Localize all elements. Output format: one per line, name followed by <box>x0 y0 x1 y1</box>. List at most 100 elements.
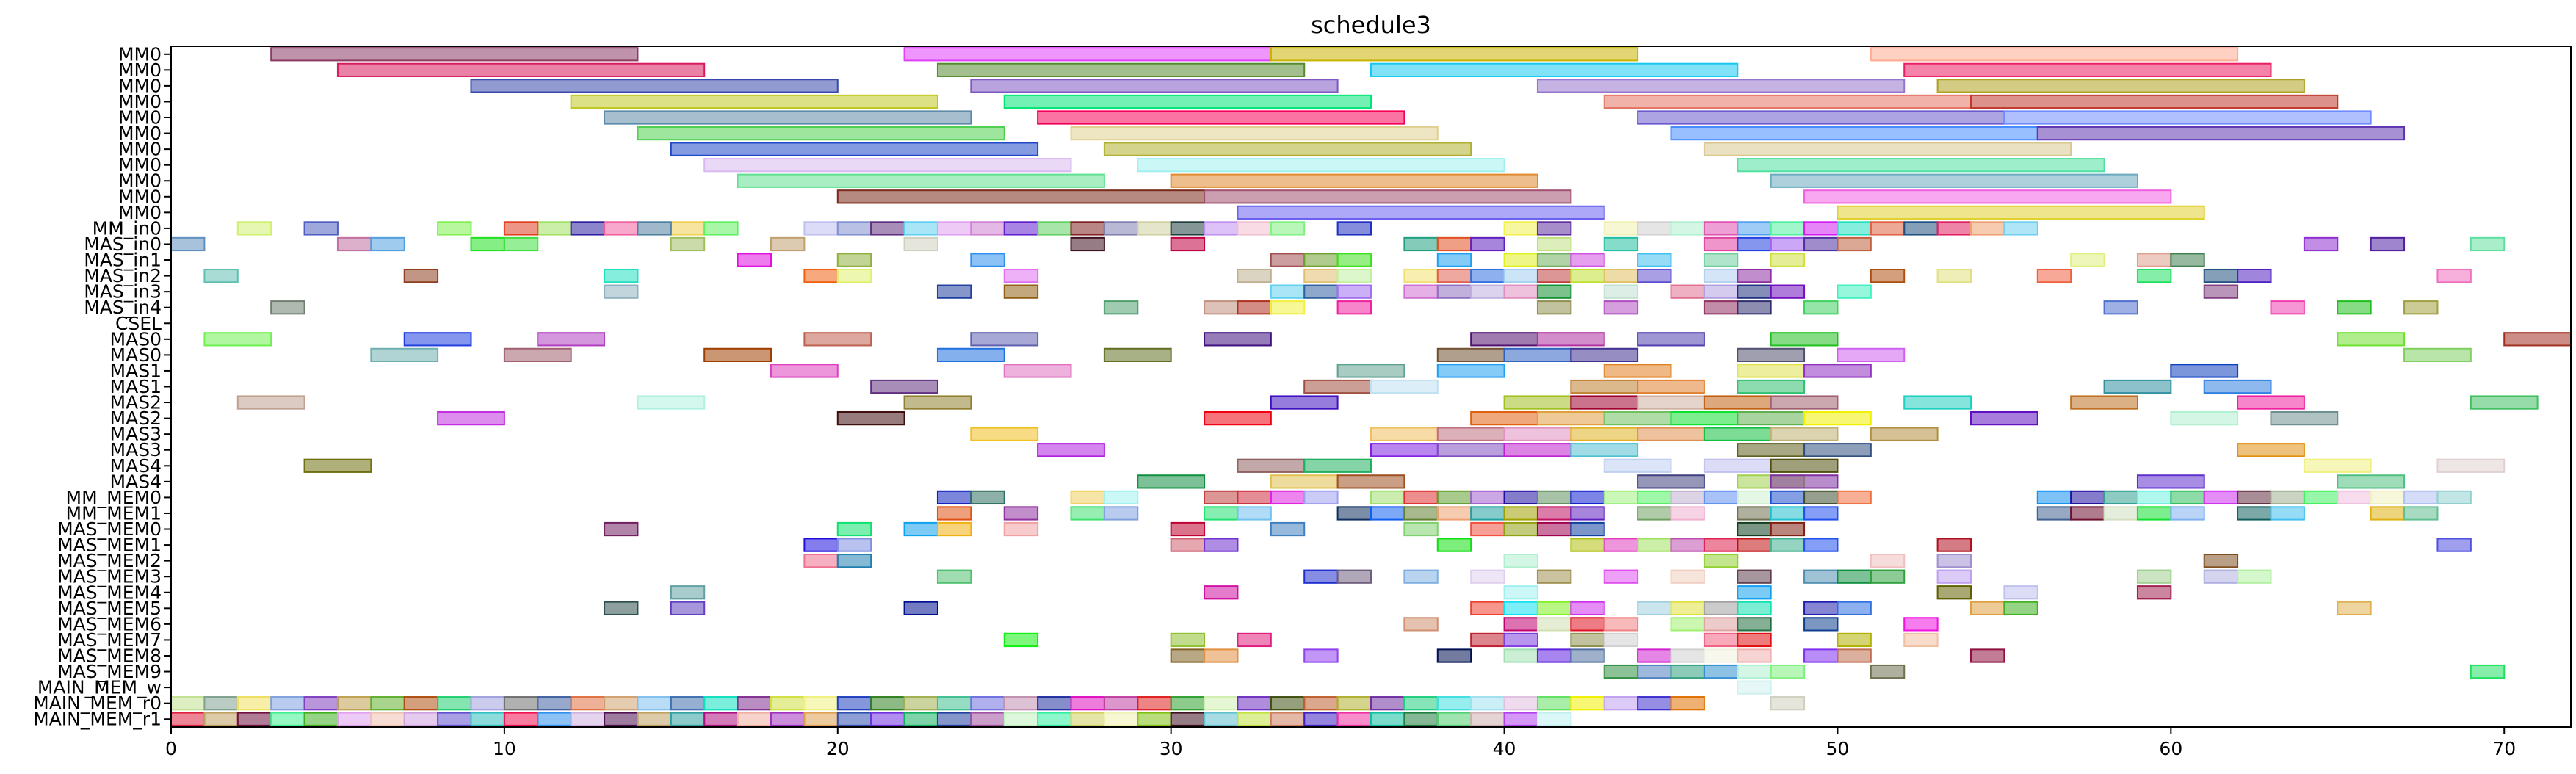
task-bar <box>1536 569 1572 584</box>
task-bar <box>503 347 572 363</box>
bars-layer <box>170 47 2572 726</box>
task-bar <box>970 427 1039 441</box>
task-bar <box>1303 458 1372 473</box>
task-bar <box>1270 712 1306 726</box>
task-bar <box>803 712 839 726</box>
task-bar <box>2136 490 2172 505</box>
task-bar <box>1536 696 1572 711</box>
task-bar <box>2337 332 2406 347</box>
y-tick-label: MAS_MEM6 <box>57 613 162 634</box>
task-bar <box>437 221 472 236</box>
task-bar <box>1837 648 1872 663</box>
task-bar <box>2436 538 2472 552</box>
task-bar <box>1470 268 1505 283</box>
x-axis-ticks: 0 10 20 30 40 50 60 70 <box>165 727 2516 759</box>
task-bar <box>1837 205 2205 220</box>
y-tick-label: MAIN_MEM_r1 <box>33 709 162 730</box>
task-bar <box>1270 490 1306 505</box>
task-bar <box>370 347 439 363</box>
task-bar <box>1737 158 2105 173</box>
task-bar <box>1903 632 1939 648</box>
task-bar <box>1603 458 1672 473</box>
task-bar <box>1670 617 1705 632</box>
task-bar <box>2103 300 2138 315</box>
task-bar <box>970 332 1039 347</box>
task-bar <box>1303 569 1339 584</box>
task-bar <box>1603 617 1639 632</box>
task-bar <box>1770 284 1806 299</box>
task-bar <box>1536 410 1605 426</box>
task-bar <box>770 712 806 726</box>
task-bar <box>803 268 839 283</box>
task-bar <box>503 221 539 236</box>
task-bar <box>1703 395 1772 410</box>
task-bar <box>1637 696 1672 711</box>
task-bar <box>2170 490 2205 505</box>
task-bar <box>1436 696 1472 711</box>
task-bar <box>1536 79 1906 93</box>
task-bar <box>1303 712 1339 726</box>
task-bar <box>1436 284 1472 299</box>
task-bar <box>1336 712 1372 726</box>
task-bar <box>1204 538 1239 552</box>
x-tick-label: 70 <box>2492 738 2516 759</box>
task-bar <box>936 62 1306 77</box>
task-bar <box>1436 443 1505 457</box>
y-tick-label: MAS4 <box>110 455 162 477</box>
task-bar <box>1803 410 1872 426</box>
task-bar <box>737 712 772 726</box>
y-tick-label: MAS_MEM9 <box>57 661 162 682</box>
task-bar <box>2003 601 2038 615</box>
task-bar <box>1703 458 1772 473</box>
task-bar <box>1237 712 1272 726</box>
task-bar <box>2237 443 2305 457</box>
task-bar <box>1536 253 1572 267</box>
task-bar <box>970 696 1005 711</box>
task-bar <box>903 521 938 537</box>
task-bar <box>2036 126 2406 141</box>
task-bar <box>2470 236 2506 252</box>
task-bar <box>2103 379 2172 394</box>
task-bar <box>1803 538 1839 552</box>
task-bar <box>1870 554 1906 568</box>
task-bar <box>2203 284 2239 299</box>
x-tick-label: 50 <box>1826 738 1850 759</box>
task-bar <box>2470 664 2506 679</box>
task-bar <box>2470 395 2539 410</box>
task-bar <box>2136 569 2172 584</box>
task-bar <box>1070 221 1105 236</box>
task-bar <box>1003 94 1372 109</box>
task-bar <box>1536 332 1605 347</box>
task-bar <box>604 268 639 283</box>
task-bar <box>1570 253 1605 267</box>
task-bar <box>1936 554 1972 568</box>
task-bar <box>1637 395 1705 410</box>
task-bar <box>703 712 739 726</box>
task-bar <box>604 221 639 236</box>
task-bar <box>1936 538 1972 552</box>
y-tick-label: MM_in0 <box>93 217 162 239</box>
task-bar <box>1370 696 1405 711</box>
task-bar <box>1470 410 1538 426</box>
task-bar <box>1204 696 1239 711</box>
task-bar <box>1536 300 1572 315</box>
task-bar <box>637 712 672 726</box>
task-bar <box>970 221 1005 236</box>
y-tick-label: MM0 <box>118 139 162 160</box>
task-bar <box>1670 664 1705 679</box>
task-bar <box>836 712 872 726</box>
task-bar <box>1603 236 1639 252</box>
task-bar <box>1170 221 1206 236</box>
task-bar <box>970 712 1005 726</box>
task-bar <box>2403 300 2439 315</box>
task-bar <box>1803 506 1839 521</box>
task-bar <box>1037 221 1072 236</box>
task-bar <box>503 236 539 252</box>
task-bar <box>1204 221 1239 236</box>
task-bar <box>836 221 872 236</box>
y-tick-label: MAS_in2 <box>84 265 162 286</box>
task-bar <box>1336 696 1372 711</box>
task-bar <box>1703 142 2072 156</box>
task-bar <box>1503 712 1538 726</box>
task-bar <box>1837 632 1872 648</box>
